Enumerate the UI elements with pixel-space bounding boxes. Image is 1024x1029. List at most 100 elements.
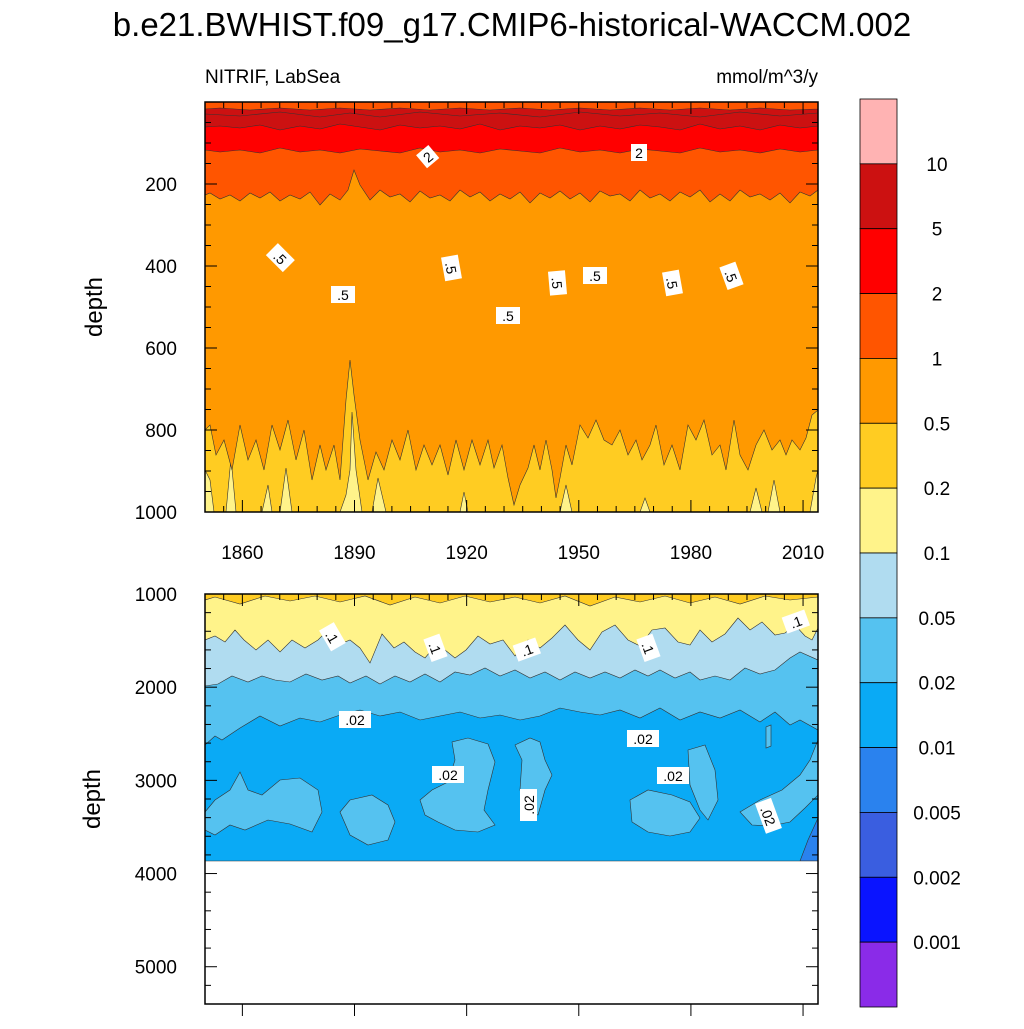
colorbar-swatch: [859, 812, 898, 878]
colorbar-label: 0.002: [913, 868, 961, 889]
y-tick-label: 400: [145, 257, 177, 278]
contour-label: 2: [416, 144, 440, 169]
colorbar-swatch: [859, 293, 898, 359]
colorbar-label: 10: [926, 155, 947, 176]
contour-label-text: .5: [721, 268, 740, 285]
colorbar-swatch: [859, 941, 898, 1008]
x-tick-label: 1890: [333, 543, 375, 564]
contour-label: 2: [631, 144, 647, 161]
band-0.02-0.05-lobe: [687, 744, 719, 821]
colorbar-swatch: [859, 98, 898, 165]
top-contour-fills: [205, 102, 818, 512]
top-y-ticks: 200 400 600 800 1000: [135, 122, 818, 524]
bottom-no-data-block: [205, 861, 818, 1004]
contour-label: .1: [636, 633, 661, 663]
contour-label-text: .02: [345, 712, 365, 728]
y-tick-label: 3000: [135, 771, 177, 792]
bottom-x-ticks: [223, 594, 804, 1016]
contour-label-text: .5: [549, 276, 566, 289]
y-tick-label: 1000: [135, 503, 177, 524]
contour-label: .1: [512, 637, 542, 662]
contour-label-box: [432, 766, 464, 783]
bottom-y-ticks: 1000 2000 3000 4000 5000: [135, 585, 818, 986]
top-y-axis-label: depth: [81, 277, 108, 337]
contour-label-text: .02: [633, 731, 653, 747]
x-tick-label: 1920: [446, 543, 488, 564]
colorbar-swatch: [859, 163, 898, 230]
contour-label-box: [781, 609, 811, 634]
colorbar-label: 2: [932, 285, 943, 306]
contour-label-box: [339, 711, 371, 728]
units-label: mmol/m^3/y: [716, 67, 818, 88]
y-tick-label: 1000: [135, 585, 177, 606]
contour-label: .5: [547, 270, 568, 296]
colorbar-label: 0.2: [924, 479, 950, 500]
y-tick-label: 800: [145, 421, 177, 442]
contour-label-text: .02: [663, 768, 683, 784]
colorbar-label: 0.005: [913, 803, 961, 824]
colorbar-label: 5: [932, 220, 943, 241]
contour-label-text: .5: [442, 261, 460, 275]
x-tick-label: 1950: [558, 543, 600, 564]
contour-label-box: [423, 633, 448, 663]
contour-label: .5: [583, 267, 607, 284]
contour-label-text: .1: [788, 612, 805, 631]
contour-label-text: .1: [638, 640, 657, 657]
contour-label: .1: [781, 609, 811, 634]
colorbar-label: 0.001: [913, 933, 961, 954]
contour-label: .02: [339, 711, 371, 728]
y-tick-label: 200: [145, 175, 177, 196]
contour-label-box: [265, 243, 295, 273]
y-tick-label: 4000: [135, 865, 177, 886]
top-x-ticks: 1860 1890 1920 1950 1980 2010: [221, 102, 824, 564]
colorbar-swatch: [859, 487, 898, 554]
contour-label: .02: [432, 766, 464, 783]
contour-label: .02: [627, 730, 659, 747]
colorbar-label: 0.02: [919, 674, 956, 695]
contour-line-10: [205, 111, 818, 118]
bottom-y-axis-label: depth: [79, 769, 106, 829]
contour-label: .1: [319, 622, 346, 652]
contour-label-box: [496, 307, 520, 324]
bottom-panel: 1000 2000 3000 4000 5000 .1 .1 .1 .1 .1 .02 .02 .02…: [79, 585, 819, 1016]
colorbar-label: 0.1: [924, 544, 950, 565]
contour-label-box: [662, 269, 683, 297]
band-0.02-0.05-lobe: [339, 794, 396, 846]
chart-title: b.e21.BWHIST.f09_g17.CMIP6-historical-WA…: [113, 6, 911, 43]
contour-label-box: [627, 730, 659, 747]
contour-label-text: .02: [521, 795, 537, 815]
contour-label-text: .1: [425, 640, 444, 657]
top-contour-labels: 2 2 .5 .5 .5 .5 .5 .5 .5 .5: [265, 144, 744, 324]
contour-label-box: [719, 261, 744, 291]
contour-label-text: .5: [663, 276, 681, 290]
contour-label-text: .02: [438, 767, 458, 783]
contour-label: .1: [423, 633, 448, 663]
top-panel: 200 400 600 800 1000 1860 1890 1920 1950 1980 201…: [81, 101, 824, 564]
colorbar-swatch: [859, 228, 898, 294]
contour-label: .5: [265, 243, 295, 273]
colorbar-label: 1: [932, 349, 943, 370]
colorbar-label: 0.05: [919, 609, 956, 630]
contour-label: .5: [331, 286, 355, 303]
x-tick-label: 2010: [782, 543, 824, 564]
band-0.02-0.05-lobe: [765, 724, 772, 749]
band-0.02-0.05-lobe: [205, 771, 323, 836]
contour-label-text: .02: [757, 804, 779, 828]
contour-label-box: [319, 622, 346, 652]
band-0.1-0.2: [205, 594, 818, 664]
y-tick-label: 5000: [135, 958, 177, 979]
contour-label-box: [636, 633, 661, 663]
contour-label-box: [583, 267, 607, 284]
colorbar-swatch: [859, 617, 898, 684]
colorbar-label: 0.5: [924, 414, 950, 435]
contour-label-text: .1: [519, 640, 536, 659]
y-tick-label: 600: [145, 339, 177, 360]
colorbar-swatch: [859, 682, 898, 748]
colorbar-swatch: [859, 747, 898, 813]
colorbar-label: 0.01: [919, 739, 956, 760]
band-0.02-0.05-lobe: [629, 789, 701, 837]
contour-label: .02: [657, 767, 689, 784]
contour-label: .5: [496, 307, 520, 324]
x-tick-label: 1860: [221, 543, 263, 564]
